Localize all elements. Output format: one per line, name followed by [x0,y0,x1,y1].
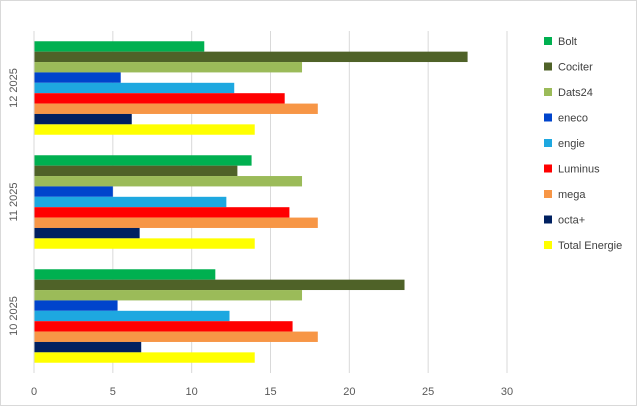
legend-label: Bolt [558,36,577,48]
legend-label: Cociter [558,62,593,74]
bar-dats24-11-2025 [34,176,303,187]
bar-dats24-10-2025 [34,290,303,301]
bar-eneco-12-2025 [34,72,121,83]
legend-label: octa+ [558,215,585,227]
bar-bolt-12-2025 [34,41,205,52]
legend-swatch [544,113,552,122]
bar-eneco-11-2025 [34,186,113,197]
category-axis: 12 2025 11 2025 10 2025 [8,31,35,373]
bar-cociter-12-2025 [34,51,468,63]
legend-label: Total Energie [558,240,622,252]
bar-total-energie-12-2025 [34,124,255,135]
bar-eneco-10-2025 [34,300,118,311]
x-tick-label: 20 [343,386,355,398]
bar-bolt-10-2025 [34,269,216,280]
bar-engie-10-2025 [34,310,230,322]
bar-cociter-11-2025 [34,165,238,177]
x-tick-label: 5 [110,386,116,398]
legend-swatch [544,241,552,249]
legend-swatch [544,139,552,147]
x-tick-label: 10 [186,386,198,398]
x-tick-label: 0 [31,386,37,398]
legend-swatch [544,88,552,96]
legend-label: Dats24 [558,87,593,99]
category-label: 11 2025 [8,183,20,222]
legend-swatch [544,215,552,224]
x-tick-label: 25 [422,386,434,398]
bar-octa--10-2025 [34,341,142,353]
x-axis: 0 5 10 15 20 25 30 [31,386,513,398]
bar-luminus-10-2025 [34,321,293,332]
legend-label: engie [558,138,585,150]
legend-label: Luminus [558,164,600,176]
legend-swatch [544,62,552,71]
bars [34,41,468,363]
bar-mega-11-2025 [34,217,318,228]
legend-label: mega [558,189,586,201]
bar-cociter-10-2025 [34,279,405,291]
bar-octa--12-2025 [34,113,132,125]
bar-octa--11-2025 [34,227,140,239]
bar-total-energie-10-2025 [34,352,255,363]
legend-swatch [544,164,552,173]
bar-luminus-12-2025 [34,93,285,104]
category-label: 10 2025 [8,296,20,336]
bar-total-energie-11-2025 [34,238,255,249]
bar-bolt-11-2025 [34,155,252,166]
bar-dats24-12-2025 [34,62,303,73]
bar-engie-11-2025 [34,196,227,208]
legend: Bolt Cociter Dats24 eneco engie Luminus mega oc… [544,36,622,252]
bar-luminus-11-2025 [34,207,290,218]
legend-swatch [544,190,552,198]
bar-mega-12-2025 [34,103,318,114]
x-tick-label: 15 [264,386,276,398]
x-tick-label: 30 [501,386,513,398]
bar-engie-12-2025 [34,82,235,94]
bar-mega-10-2025 [34,331,318,342]
legend-label: eneco [558,113,588,125]
legend-swatch [544,37,552,45]
category-label: 12 2025 [8,68,20,108]
